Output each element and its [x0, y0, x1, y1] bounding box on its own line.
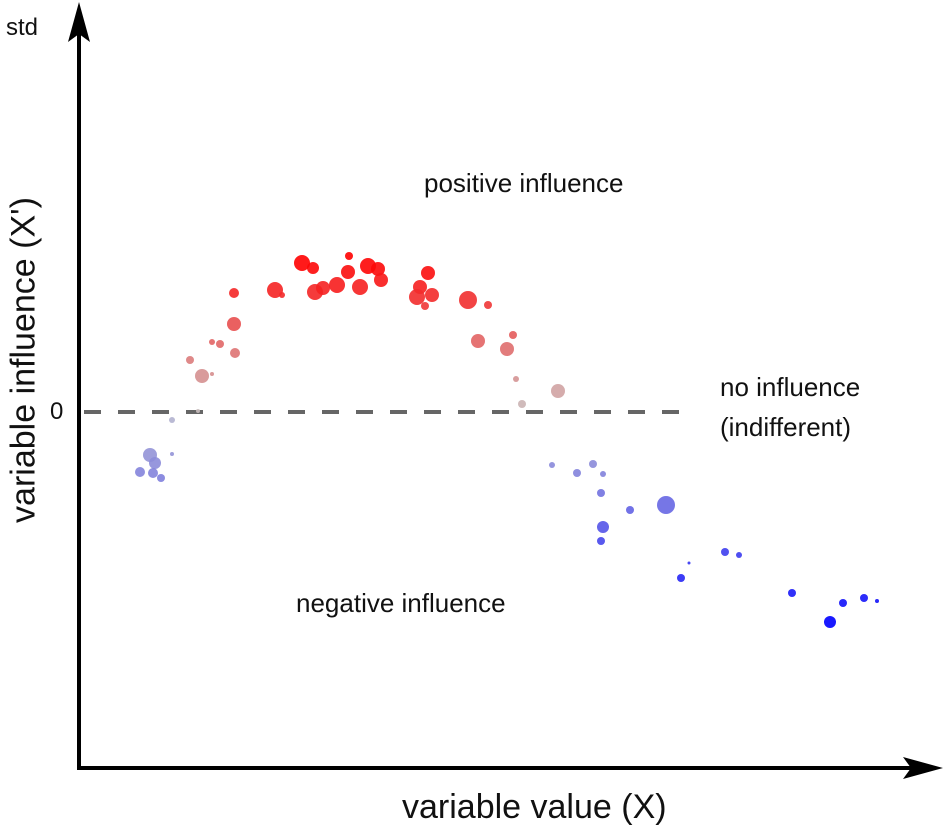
positive-point — [471, 334, 485, 348]
negative-point — [589, 460, 597, 468]
positive-point — [341, 265, 355, 279]
positive-point — [345, 252, 353, 260]
negative-point — [149, 457, 161, 469]
positive-point — [425, 288, 439, 302]
points-group — [135, 252, 879, 628]
negative-point — [721, 548, 729, 556]
positive-point — [195, 369, 209, 383]
positive-point — [409, 289, 425, 305]
positive-point — [421, 266, 435, 280]
negative-point — [597, 521, 609, 533]
positive-point — [374, 273, 388, 287]
y-axis-label: variable influence (X') — [4, 197, 43, 523]
negative-point — [687, 561, 691, 565]
negative-point — [600, 471, 606, 477]
positive-influence-label: positive influence — [424, 168, 624, 198]
negative-point — [549, 462, 555, 468]
positive-point — [509, 331, 517, 339]
positive-point — [421, 302, 429, 310]
zero-tick-label: 0 — [50, 398, 64, 425]
positive-point — [267, 282, 283, 298]
positive-point — [216, 340, 224, 348]
positive-point — [513, 376, 519, 382]
positive-point — [227, 317, 241, 331]
negative-point — [170, 452, 174, 456]
positive-point — [316, 281, 330, 295]
positive-point — [518, 400, 526, 408]
negative-point — [597, 537, 605, 545]
negative-point — [839, 599, 847, 607]
positive-point — [210, 372, 214, 376]
negative-influence-label: negative influence — [296, 588, 506, 618]
positive-point — [500, 342, 514, 356]
negative-point — [157, 474, 165, 482]
no-influence-label: no influence — [720, 372, 861, 402]
positive-point — [329, 277, 345, 293]
positive-point — [209, 339, 215, 345]
positive-point — [196, 409, 200, 413]
negative-point — [626, 506, 634, 514]
negative-point — [860, 594, 868, 602]
x-axis-arrow-icon — [903, 757, 943, 779]
positive-point — [186, 356, 194, 364]
y-unit-label: std — [6, 14, 39, 41]
negative-point — [597, 489, 605, 497]
positive-point — [484, 301, 492, 309]
positive-point — [371, 262, 385, 276]
negative-point — [677, 574, 685, 582]
negative-point — [788, 589, 796, 597]
negative-point — [875, 599, 879, 603]
positive-point — [307, 262, 319, 274]
positive-point — [230, 348, 240, 358]
positive-point — [459, 291, 477, 309]
negative-point — [148, 468, 158, 478]
y-axis-arrow-icon — [68, 2, 90, 42]
positive-point — [551, 384, 565, 398]
negative-point — [135, 467, 145, 477]
negative-point — [169, 417, 175, 423]
positive-point — [279, 292, 285, 298]
positive-point — [294, 255, 310, 271]
negative-point — [824, 616, 836, 628]
negative-point — [573, 469, 581, 477]
indifferent-label: (indifferent) — [720, 412, 852, 442]
negative-point — [736, 552, 742, 558]
x-axis-label: variable value (X) — [402, 788, 667, 826]
negative-point — [657, 496, 675, 514]
positive-point — [352, 279, 368, 295]
positive-point — [229, 288, 239, 298]
